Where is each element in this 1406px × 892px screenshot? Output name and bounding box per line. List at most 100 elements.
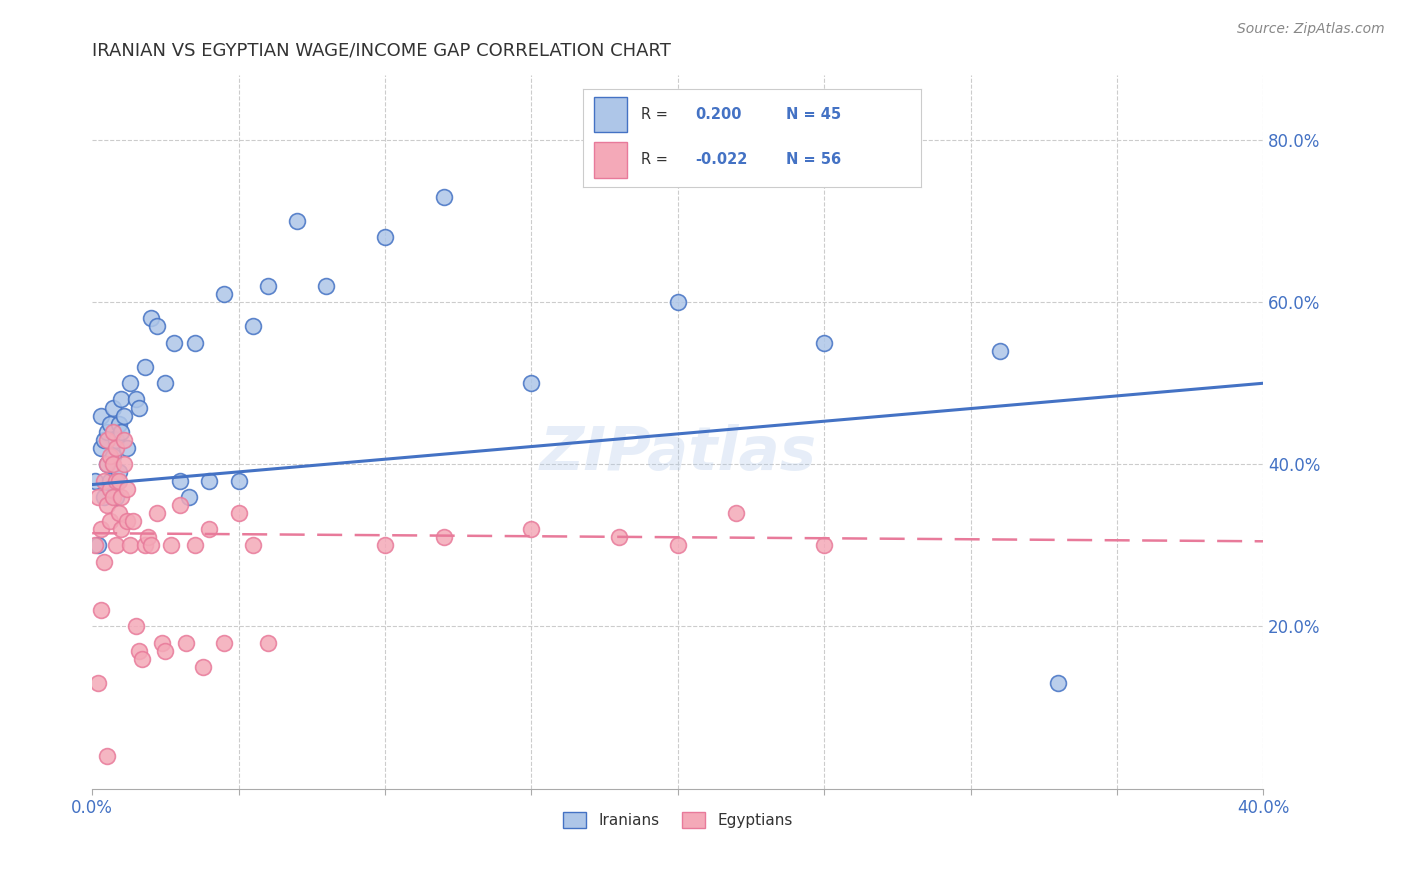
Point bbox=[125, 619, 148, 633]
Point bbox=[198, 522, 221, 536]
Point bbox=[139, 538, 162, 552]
Point bbox=[374, 538, 396, 552]
Point bbox=[160, 538, 183, 552]
Point bbox=[520, 522, 543, 536]
Point bbox=[177, 490, 200, 504]
Point bbox=[87, 538, 110, 552]
Point bbox=[117, 514, 139, 528]
Point bbox=[101, 449, 124, 463]
Point bbox=[110, 490, 132, 504]
Point bbox=[169, 498, 191, 512]
Text: ZIPatlas: ZIPatlas bbox=[538, 424, 817, 483]
Point bbox=[87, 676, 110, 690]
Bar bbox=[593, 97, 627, 132]
Point bbox=[285, 214, 308, 228]
Point bbox=[110, 425, 132, 439]
Point bbox=[112, 433, 135, 447]
Point bbox=[183, 538, 205, 552]
Point bbox=[98, 417, 121, 431]
Point bbox=[813, 538, 835, 552]
Point bbox=[242, 538, 264, 552]
Point bbox=[96, 458, 118, 472]
Point bbox=[120, 376, 142, 391]
Point bbox=[107, 466, 129, 480]
Point bbox=[432, 530, 454, 544]
Point bbox=[93, 474, 115, 488]
Point bbox=[228, 506, 250, 520]
Point bbox=[104, 474, 127, 488]
Point bbox=[198, 474, 221, 488]
Point bbox=[96, 433, 118, 447]
Point bbox=[169, 474, 191, 488]
Point bbox=[107, 474, 129, 488]
Point bbox=[228, 474, 250, 488]
Point bbox=[134, 538, 156, 552]
Point bbox=[104, 433, 127, 447]
Point bbox=[145, 319, 167, 334]
Point bbox=[257, 635, 280, 649]
Point bbox=[104, 538, 127, 552]
Point bbox=[139, 311, 162, 326]
Text: R =: R = bbox=[641, 107, 672, 122]
Point bbox=[155, 644, 177, 658]
Point bbox=[725, 506, 748, 520]
Point bbox=[112, 409, 135, 423]
Point bbox=[104, 441, 127, 455]
Point bbox=[1047, 676, 1070, 690]
Point bbox=[666, 295, 689, 310]
Point bbox=[136, 530, 159, 544]
Point bbox=[242, 319, 264, 334]
Point bbox=[145, 506, 167, 520]
Point bbox=[666, 538, 689, 552]
Legend: Iranians, Egyptians: Iranians, Egyptians bbox=[557, 806, 799, 834]
Point bbox=[98, 514, 121, 528]
Point bbox=[315, 279, 337, 293]
Point bbox=[90, 522, 112, 536]
Point bbox=[432, 190, 454, 204]
Point bbox=[174, 635, 197, 649]
Point bbox=[193, 660, 215, 674]
Point bbox=[96, 458, 118, 472]
Point bbox=[107, 506, 129, 520]
Point bbox=[163, 335, 186, 350]
Point bbox=[117, 482, 139, 496]
Point bbox=[155, 376, 177, 391]
Point bbox=[98, 449, 121, 463]
Bar bbox=[593, 142, 627, 178]
Text: 0.200: 0.200 bbox=[695, 107, 741, 122]
Text: IRANIAN VS EGYPTIAN WAGE/INCOME GAP CORRELATION CHART: IRANIAN VS EGYPTIAN WAGE/INCOME GAP CORR… bbox=[93, 42, 671, 60]
Point bbox=[90, 603, 112, 617]
Point bbox=[607, 530, 630, 544]
Point bbox=[101, 490, 124, 504]
Point bbox=[212, 635, 235, 649]
Point bbox=[101, 401, 124, 415]
Point bbox=[117, 441, 139, 455]
Text: -0.022: -0.022 bbox=[695, 153, 747, 168]
Text: Source: ZipAtlas.com: Source: ZipAtlas.com bbox=[1237, 22, 1385, 37]
Point bbox=[128, 401, 150, 415]
Point bbox=[98, 474, 121, 488]
Point bbox=[110, 392, 132, 407]
Point bbox=[374, 230, 396, 244]
Point bbox=[134, 359, 156, 374]
Point bbox=[93, 433, 115, 447]
Point bbox=[125, 392, 148, 407]
Point bbox=[84, 474, 107, 488]
Point bbox=[107, 417, 129, 431]
Point bbox=[131, 652, 153, 666]
Point bbox=[96, 498, 118, 512]
Point bbox=[96, 425, 118, 439]
Point bbox=[84, 538, 107, 552]
Point bbox=[112, 458, 135, 472]
Point bbox=[152, 635, 174, 649]
Point bbox=[122, 514, 145, 528]
Point bbox=[90, 441, 112, 455]
Point bbox=[98, 482, 121, 496]
Point bbox=[257, 279, 280, 293]
Point bbox=[120, 538, 142, 552]
Point bbox=[813, 335, 835, 350]
Point bbox=[93, 555, 115, 569]
Point bbox=[90, 409, 112, 423]
Text: N = 56: N = 56 bbox=[786, 153, 841, 168]
Point bbox=[93, 490, 115, 504]
